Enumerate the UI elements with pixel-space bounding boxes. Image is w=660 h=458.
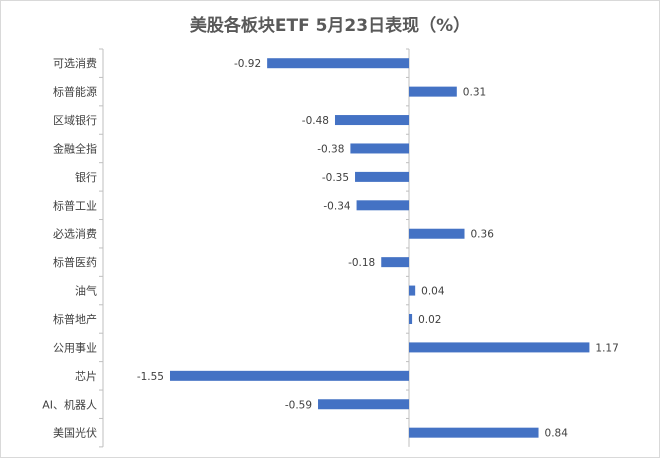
data-label: 0.31	[463, 87, 486, 99]
data-label: 0.04	[421, 286, 445, 298]
data-label: -0.92	[234, 58, 261, 70]
bar	[381, 257, 409, 268]
data-label: -1.55	[137, 371, 164, 383]
bar	[409, 427, 539, 438]
bar	[350, 143, 409, 154]
category-label: AI、机器人	[42, 397, 97, 411]
bar	[409, 285, 416, 296]
data-label: 0.02	[418, 314, 441, 326]
category-label: 金融全指	[53, 141, 97, 155]
category-label: 标普能源	[53, 85, 97, 99]
bar	[409, 313, 413, 324]
category-label: 区域银行	[53, 113, 97, 127]
data-label: -0.35	[322, 172, 349, 184]
data-label: 0.36	[471, 229, 495, 241]
data-label: 1.17	[595, 342, 618, 354]
data-label: -0.59	[285, 399, 312, 411]
bar	[409, 342, 590, 353]
data-label: -0.48	[302, 115, 329, 127]
bar	[334, 115, 409, 126]
category-label: 标普医药	[53, 255, 97, 269]
bar	[356, 200, 409, 211]
category-label: 美国光伏	[53, 426, 97, 440]
bar	[409, 228, 465, 239]
category-label: 必选消费	[53, 227, 97, 241]
data-label: -0.38	[317, 143, 344, 155]
category-label: 公用事业	[53, 341, 97, 354]
category-label: 银行	[75, 170, 97, 184]
bar	[169, 370, 409, 381]
data-label: 0.84	[545, 428, 569, 440]
bar	[355, 171, 409, 182]
category-label: 可选消费	[53, 56, 97, 70]
data-label: -0.18	[348, 257, 375, 269]
bar	[409, 86, 457, 97]
category-label: 芯片	[75, 369, 97, 383]
bar	[267, 58, 409, 69]
category-label: 油气	[75, 284, 97, 298]
category-label: 标普地产	[53, 312, 97, 326]
category-label: 标普工业	[53, 198, 97, 212]
chart-title: 美股各板块ETF 5月23日表现（%）	[189, 16, 471, 36]
bar	[318, 399, 409, 410]
data-label: -0.34	[323, 200, 350, 212]
